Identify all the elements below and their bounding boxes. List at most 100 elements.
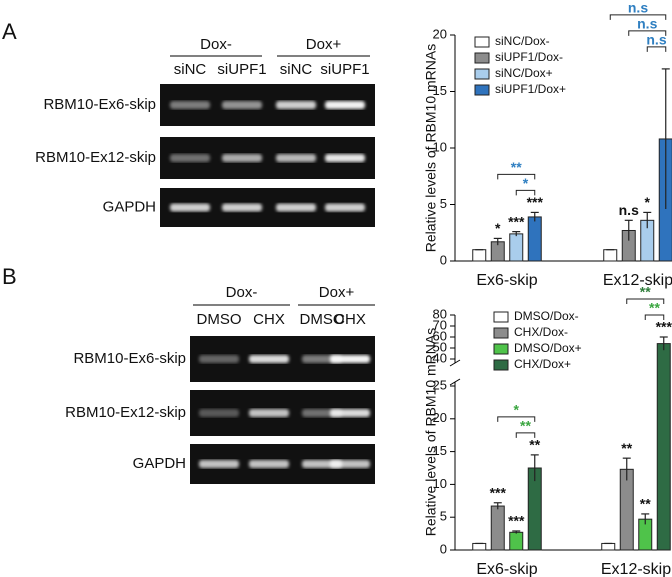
significance-label: *** xyxy=(508,513,525,529)
gel-band xyxy=(325,154,365,162)
y-axis-label: Relative levels of RBM10 mRNAs xyxy=(423,44,439,253)
bracket-label: ** xyxy=(520,418,531,434)
bar xyxy=(656,343,671,551)
y-tick-label: 5 xyxy=(440,509,447,524)
bar xyxy=(490,505,505,551)
legend-label: siUPF1/Dox+ xyxy=(495,82,566,96)
gel-lane-label: DMSO xyxy=(300,311,345,328)
y-tick-label: 0 xyxy=(440,541,447,556)
legend-label: DMSO/Dox+ xyxy=(514,341,582,355)
gel-lane-label: siNC xyxy=(280,61,313,78)
gel-band xyxy=(249,355,289,363)
significance-label: ** xyxy=(621,440,632,456)
gel-band xyxy=(325,101,365,109)
legend-label: siUPF1/Dox- xyxy=(495,50,563,64)
gel-row-label: GAPDH xyxy=(103,198,156,215)
bracket-label: ** xyxy=(649,300,660,316)
legend-swatch xyxy=(493,359,509,371)
y-tick-label: 50 xyxy=(433,339,447,354)
gel-group-label: Dox- xyxy=(200,36,232,53)
gel-lane-label: siNC xyxy=(174,61,207,78)
gel-band xyxy=(276,101,316,109)
gel-band xyxy=(222,101,262,109)
y-tick-label: 10 xyxy=(433,139,447,154)
gel-row-label: RBM10-Ex12-skip xyxy=(65,404,186,421)
x-tick-label: Ex6-skip xyxy=(476,272,537,289)
gel-band xyxy=(222,203,262,212)
bracket-label: n.s xyxy=(646,32,666,48)
significance-bracket xyxy=(644,314,665,320)
gel-band xyxy=(222,154,262,162)
gel-band xyxy=(199,355,239,363)
bracket-label: * xyxy=(514,402,520,418)
gel-band xyxy=(199,409,239,417)
gel-band xyxy=(170,203,210,212)
y-tick-label: 20 xyxy=(433,26,447,41)
y-tick-label: 15 xyxy=(433,83,447,98)
bracket-label: ** xyxy=(511,159,522,175)
gel-lane-label: siUPF1 xyxy=(217,61,266,78)
legend-swatch xyxy=(474,68,490,80)
legend-label: CHX/Dox- xyxy=(514,325,568,339)
gel-row-label: RBM10-Ex6-skip xyxy=(43,96,156,113)
bar xyxy=(527,216,542,262)
y-tick-label: 80 xyxy=(433,306,447,321)
gel-band xyxy=(325,203,365,212)
significance-label: *** xyxy=(490,484,507,500)
legend-label: CHX/Dox+ xyxy=(514,357,571,371)
bracket-label: ** xyxy=(640,284,651,300)
y-tick-label: 5 xyxy=(440,196,447,211)
legend-label: siNC/Dox- xyxy=(495,34,550,48)
gel-lane-label: CHX xyxy=(334,311,366,328)
legend-swatch xyxy=(493,343,509,355)
significance-label: n.s xyxy=(619,202,639,218)
y-tick-label: 70 xyxy=(433,317,447,332)
gel-row-label: GAPDH xyxy=(133,455,186,472)
bracket-label: n.s xyxy=(628,0,648,16)
gel-band xyxy=(330,355,370,363)
gel-band xyxy=(170,154,210,162)
bar xyxy=(472,249,487,262)
panel-label: A xyxy=(2,19,17,44)
legend-swatch xyxy=(474,84,490,96)
x-tick-label: Ex12-skip xyxy=(601,561,671,577)
y-tick-label: 15 xyxy=(433,443,447,458)
gel-band xyxy=(330,460,370,468)
y-tick-label: 25 xyxy=(433,377,447,392)
bar xyxy=(509,233,524,262)
y-tick-label: 40 xyxy=(433,350,447,365)
significance-bracket xyxy=(497,173,536,180)
bar xyxy=(603,249,618,262)
significance-label: ** xyxy=(529,437,540,453)
significance-bracket xyxy=(497,416,536,422)
panel-label: B xyxy=(2,264,17,289)
gel-band xyxy=(249,460,289,468)
bracket-label: * xyxy=(523,175,529,191)
legend-label: siNC/Dox+ xyxy=(495,66,553,80)
gel-band xyxy=(276,154,316,162)
bar xyxy=(619,468,634,551)
y-tick-label: 0 xyxy=(440,252,447,267)
significance-bracket xyxy=(515,432,536,438)
bar xyxy=(472,542,487,551)
gel-row-label: RBM10-Ex12-skip xyxy=(35,149,156,166)
legend-swatch xyxy=(493,311,509,323)
x-tick-label: Ex6-skip xyxy=(476,561,537,577)
significance-label: *** xyxy=(508,213,525,229)
gel-band xyxy=(276,203,316,212)
x-tick-label: Ex12-skip xyxy=(603,272,672,289)
y-tick-label: 60 xyxy=(433,328,447,343)
significance-label: ** xyxy=(640,496,651,512)
legend-swatch xyxy=(474,36,490,48)
y-tick-label: 20 xyxy=(433,410,447,425)
gel-group-label: Dox+ xyxy=(306,36,342,53)
gel-group-label: Dox- xyxy=(226,284,258,301)
significance-bracket xyxy=(515,189,536,196)
legend-swatch xyxy=(493,327,509,339)
gel-band xyxy=(170,101,210,109)
significance-label: *** xyxy=(527,194,544,210)
significance-label: *** xyxy=(656,319,672,335)
bar xyxy=(509,531,524,551)
gel-row-label: RBM10-Ex6-skip xyxy=(73,350,186,367)
